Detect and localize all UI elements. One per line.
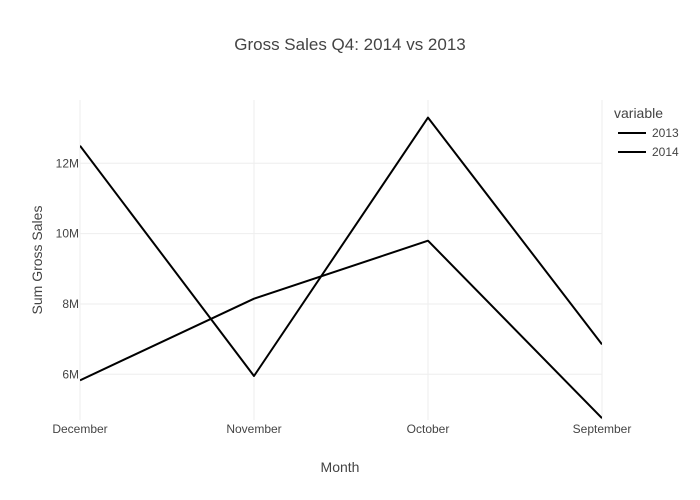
legend-label-2014: 2014 (652, 145, 679, 159)
legend-title: variable (614, 105, 663, 121)
series-line-2014 (80, 239, 602, 419)
grid-layer (79, 100, 603, 420)
y-tick-label: 6M (62, 367, 79, 381)
y-tick-label: 8M (62, 297, 79, 311)
series-line-2013 (80, 116, 602, 377)
y-axis-title: Sum Gross Sales (29, 206, 45, 315)
series-layer (80, 116, 602, 419)
x-axis-title: Month (321, 459, 360, 475)
x-tick-label: September (573, 422, 632, 436)
legend-label-2013: 2013 (652, 126, 679, 140)
legend-items: 2013 2014 (618, 126, 679, 159)
chart-title: Gross Sales Q4: 2014 vs 2013 (234, 35, 466, 54)
x-tick-label: October (407, 422, 450, 436)
x-axis-ticks: December November October September (52, 422, 631, 436)
y-tick-label: 10M (56, 227, 79, 241)
legend: variable 2013 2014 (614, 105, 679, 159)
x-tick-label: November (226, 422, 281, 436)
y-axis-ticks: 6M 8M 10M 12M (56, 156, 79, 381)
y-tick-label: 12M (56, 156, 79, 170)
x-tick-label: December (52, 422, 107, 436)
